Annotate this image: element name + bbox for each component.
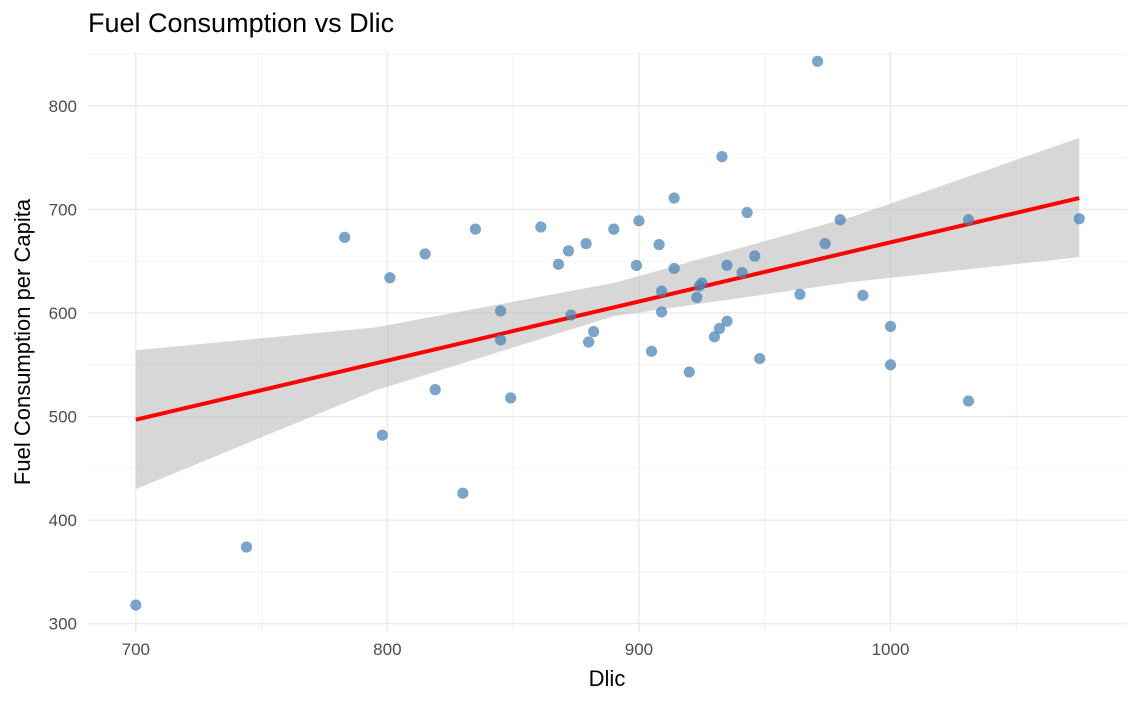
y-tick-label: 300: [49, 615, 77, 634]
x-tick-labels: 700 800 900 1000: [122, 640, 910, 659]
data-point: [749, 250, 761, 262]
data-point: [419, 248, 431, 260]
data-point: [580, 238, 592, 250]
y-tick-label: 800: [49, 97, 77, 116]
data-point: [708, 331, 721, 343]
data-point: [962, 214, 975, 226]
data-point: [339, 231, 351, 243]
data-points: [130, 55, 1085, 611]
data-point: [565, 309, 577, 321]
data-point: [376, 429, 388, 441]
data-point: [962, 395, 975, 407]
x-axis-title: Dlic: [589, 666, 626, 691]
data-point: [552, 258, 565, 270]
data-point: [588, 326, 600, 338]
data-point: [645, 345, 658, 357]
y-tick-label: 500: [49, 408, 77, 427]
data-point: [716, 151, 728, 163]
data-point: [696, 277, 708, 289]
data-point: [655, 285, 668, 297]
data-point: [691, 291, 703, 304]
data-point: [130, 599, 142, 611]
confidence-band-area: [135, 137, 1080, 490]
data-point: [721, 315, 733, 327]
data-point: [630, 259, 643, 271]
data-point: [754, 352, 766, 365]
data-point: [1073, 213, 1085, 225]
data-point: [713, 322, 726, 335]
data-point: [429, 384, 441, 396]
data-point: [457, 487, 469, 499]
data-point: [535, 221, 547, 233]
data-point: [655, 306, 668, 318]
data-point: [857, 289, 869, 301]
data-point: [608, 223, 620, 235]
data-point: [505, 392, 517, 404]
data-point: [240, 541, 253, 553]
x-tick-label: 700: [122, 640, 150, 659]
y-axis-title: Fuel Consumption per Capita: [10, 198, 35, 485]
x-tick-label: 900: [625, 640, 653, 659]
x-tick-label: 1000: [872, 640, 910, 659]
chart-title: Fuel Consumption vs Dlic: [88, 8, 394, 38]
regression-line: [135, 196, 1080, 422]
x-tick-label: 800: [373, 640, 401, 659]
data-point: [583, 336, 595, 348]
data-point: [668, 192, 680, 204]
data-point: [469, 223, 482, 235]
y-tick-label: 700: [49, 200, 77, 219]
data-point: [819, 238, 831, 250]
data-point: [562, 245, 575, 257]
data-point: [668, 262, 680, 275]
data-point: [884, 359, 897, 371]
data-point: [811, 55, 824, 67]
data-point: [633, 215, 645, 227]
data-point: [384, 272, 396, 284]
data-point: [741, 206, 753, 219]
data-point: [721, 259, 733, 271]
fit-line: [135, 196, 1080, 422]
y-tick-label: 600: [49, 304, 77, 323]
data-point: [794, 288, 806, 300]
data-point: [834, 214, 846, 226]
data-point: [494, 334, 507, 346]
y-tick-labels: 300 400 500 600 700 800: [49, 97, 77, 634]
data-point: [736, 267, 748, 279]
data-point: [884, 320, 897, 333]
data-point: [683, 366, 695, 378]
y-tick-label: 400: [49, 511, 77, 530]
data-point: [653, 239, 665, 251]
data-point: [494, 305, 507, 317]
confidence-band: [135, 137, 1080, 490]
